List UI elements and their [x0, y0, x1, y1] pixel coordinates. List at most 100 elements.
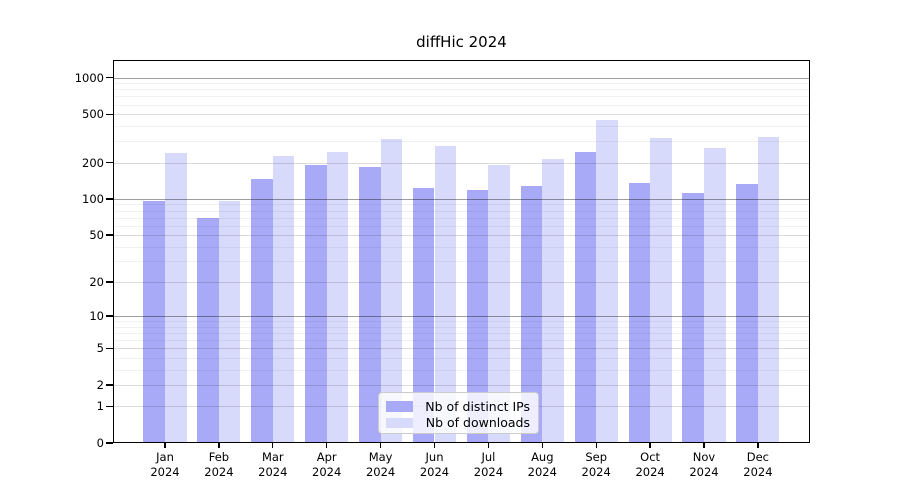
bar-nb-of-distinct-ips-feb — [197, 217, 219, 443]
bar-nb-of-distinct-ips-jul — [466, 189, 489, 443]
bar-nb-of-distinct-ips-may — [359, 166, 381, 443]
x-tick-apr — [326, 443, 328, 448]
bar-nb-of-distinct-ips-oct — [628, 182, 651, 443]
x-tick-label-aug: Aug 2024 — [527, 450, 557, 479]
x-tick-feb — [218, 443, 220, 448]
x-tick-label-dec: Dec 2024 — [743, 450, 773, 479]
y-tick-label-100: 100 — [82, 191, 104, 206]
x-tick-mar — [272, 443, 274, 448]
x-tick-label-mar: Mar 2024 — [258, 450, 288, 479]
gridline-20 — [114, 281, 809, 283]
chart-title: diffHic 2024 — [416, 33, 507, 51]
x-tick-label-sep: Sep 2024 — [581, 450, 611, 479]
gridline-100 — [114, 198, 809, 200]
bar-nb-of-distinct-ips-nov — [682, 193, 704, 443]
x-tick-sep — [595, 443, 597, 448]
x-tick-label-feb: Feb 2024 — [204, 450, 234, 479]
bar-nb-of-distinct-ips-jun — [412, 188, 435, 443]
y-tick-label-1000: 1000 — [74, 70, 104, 85]
minor-gridline-80 — [114, 210, 809, 212]
minor-gridline-70 — [114, 217, 809, 219]
bar-nb-of-distinct-ips-apr — [305, 164, 327, 443]
minor-gridline-800 — [114, 89, 809, 91]
x-tick-dec — [757, 443, 759, 448]
bar-nb-of-downloads-jul — [488, 165, 510, 443]
y-tick-5 — [106, 347, 113, 349]
minor-gridline-4 — [114, 357, 809, 359]
x-tick-label-jul: Jul 2024 — [473, 450, 504, 479]
y-tick-label-1: 1 — [96, 399, 104, 414]
y-tick-200 — [106, 161, 113, 164]
y-tick-1 — [106, 405, 113, 408]
minor-gridline-9 — [114, 321, 809, 323]
x-tick-aug — [541, 443, 543, 448]
y-tick-100 — [106, 198, 113, 200]
y-tick-label-500: 500 — [82, 107, 104, 122]
bar-nb-of-distinct-ips-jan — [143, 200, 165, 443]
bar-nb-of-distinct-ips-mar — [251, 178, 273, 443]
minor-gridline-60 — [114, 225, 809, 227]
y-tick-500 — [106, 113, 113, 115]
y-tick-1000 — [106, 76, 113, 79]
minor-gridline-6 — [114, 340, 809, 342]
bar-nb-of-downloads-sep — [596, 119, 618, 443]
minor-gridline-900 — [114, 83, 809, 85]
bar-nb-of-downloads-apr — [326, 151, 349, 443]
minor-gridline-40 — [114, 246, 809, 248]
bar-nb-of-downloads-may — [380, 139, 403, 443]
bar-nb-of-downloads-feb — [218, 200, 241, 443]
y-tick-label-5: 5 — [96, 341, 104, 356]
y-tick-50 — [106, 234, 113, 236]
legend: Nb of distinct IPs Nb of downloads — [378, 392, 539, 434]
bar-nb-of-distinct-ips-dec — [736, 184, 758, 443]
minor-gridline-8 — [114, 326, 809, 328]
bar-nb-of-distinct-ips-aug — [520, 185, 543, 443]
x-tick-jun — [433, 443, 436, 448]
gridline-10 — [114, 316, 809, 318]
y-tick-label-10: 10 — [89, 309, 104, 324]
gridline-500 — [114, 114, 809, 116]
bar-nb-of-downloads-jun — [434, 145, 457, 443]
bar-nb-of-downloads-mar — [272, 156, 295, 443]
gridline-200 — [114, 162, 809, 164]
x-tick-label-jan: Jan 2024 — [150, 450, 180, 479]
minor-gridline-400 — [114, 125, 809, 127]
bar-nb-of-distinct-ips-sep — [574, 151, 597, 443]
legend-item-downloads: Nb of downloads — [386, 415, 530, 432]
legend-label-downloads: Nb of downloads — [425, 415, 530, 431]
y-tick-label-0: 0 — [96, 436, 104, 450]
y-tick-label-20: 20 — [89, 274, 104, 289]
x-tick-label-nov: Nov 2024 — [689, 450, 719, 479]
bar-nb-of-downloads-dec — [757, 137, 780, 443]
x-tick-jan — [164, 443, 166, 448]
minor-gridline-300 — [114, 141, 809, 143]
gridline-1000 — [114, 77, 809, 79]
minor-gridline-700 — [114, 96, 809, 98]
bar-nb-of-downloads-oct — [650, 138, 672, 443]
x-tick-oct — [649, 443, 651, 448]
legend-label-distinct-ips: Nb of distinct IPs — [425, 398, 530, 414]
y-tick-2 — [106, 384, 113, 386]
legend-swatch-downloads — [386, 417, 413, 428]
y-tick-label-2: 2 — [96, 377, 104, 392]
x-tick-label-jun: Jun 2024 — [419, 450, 450, 479]
minor-gridline-3 — [114, 369, 809, 371]
gridline-2 — [114, 384, 809, 386]
y-tick-label-200: 200 — [82, 155, 104, 170]
bar-nb-of-downloads-nov — [704, 147, 726, 443]
legend-swatch-distinct-ips — [386, 401, 413, 412]
y-tick-10 — [106, 315, 113, 317]
x-tick-label-apr: Apr 2024 — [312, 450, 342, 479]
gridline-50 — [114, 235, 809, 237]
x-tick-jul — [487, 443, 490, 448]
x-tick-label-oct: Oct 2024 — [635, 450, 665, 479]
y-tick-label-50: 50 — [89, 228, 104, 243]
y-tick-20 — [106, 281, 113, 283]
minor-gridline-600 — [114, 104, 809, 106]
x-tick-may — [379, 443, 382, 448]
y-tick-0 — [106, 442, 113, 444]
legend-item-distinct-ips: Nb of distinct IPs — [386, 398, 530, 415]
bar-nb-of-downloads-aug — [542, 159, 564, 443]
gridline-5 — [114, 348, 809, 350]
